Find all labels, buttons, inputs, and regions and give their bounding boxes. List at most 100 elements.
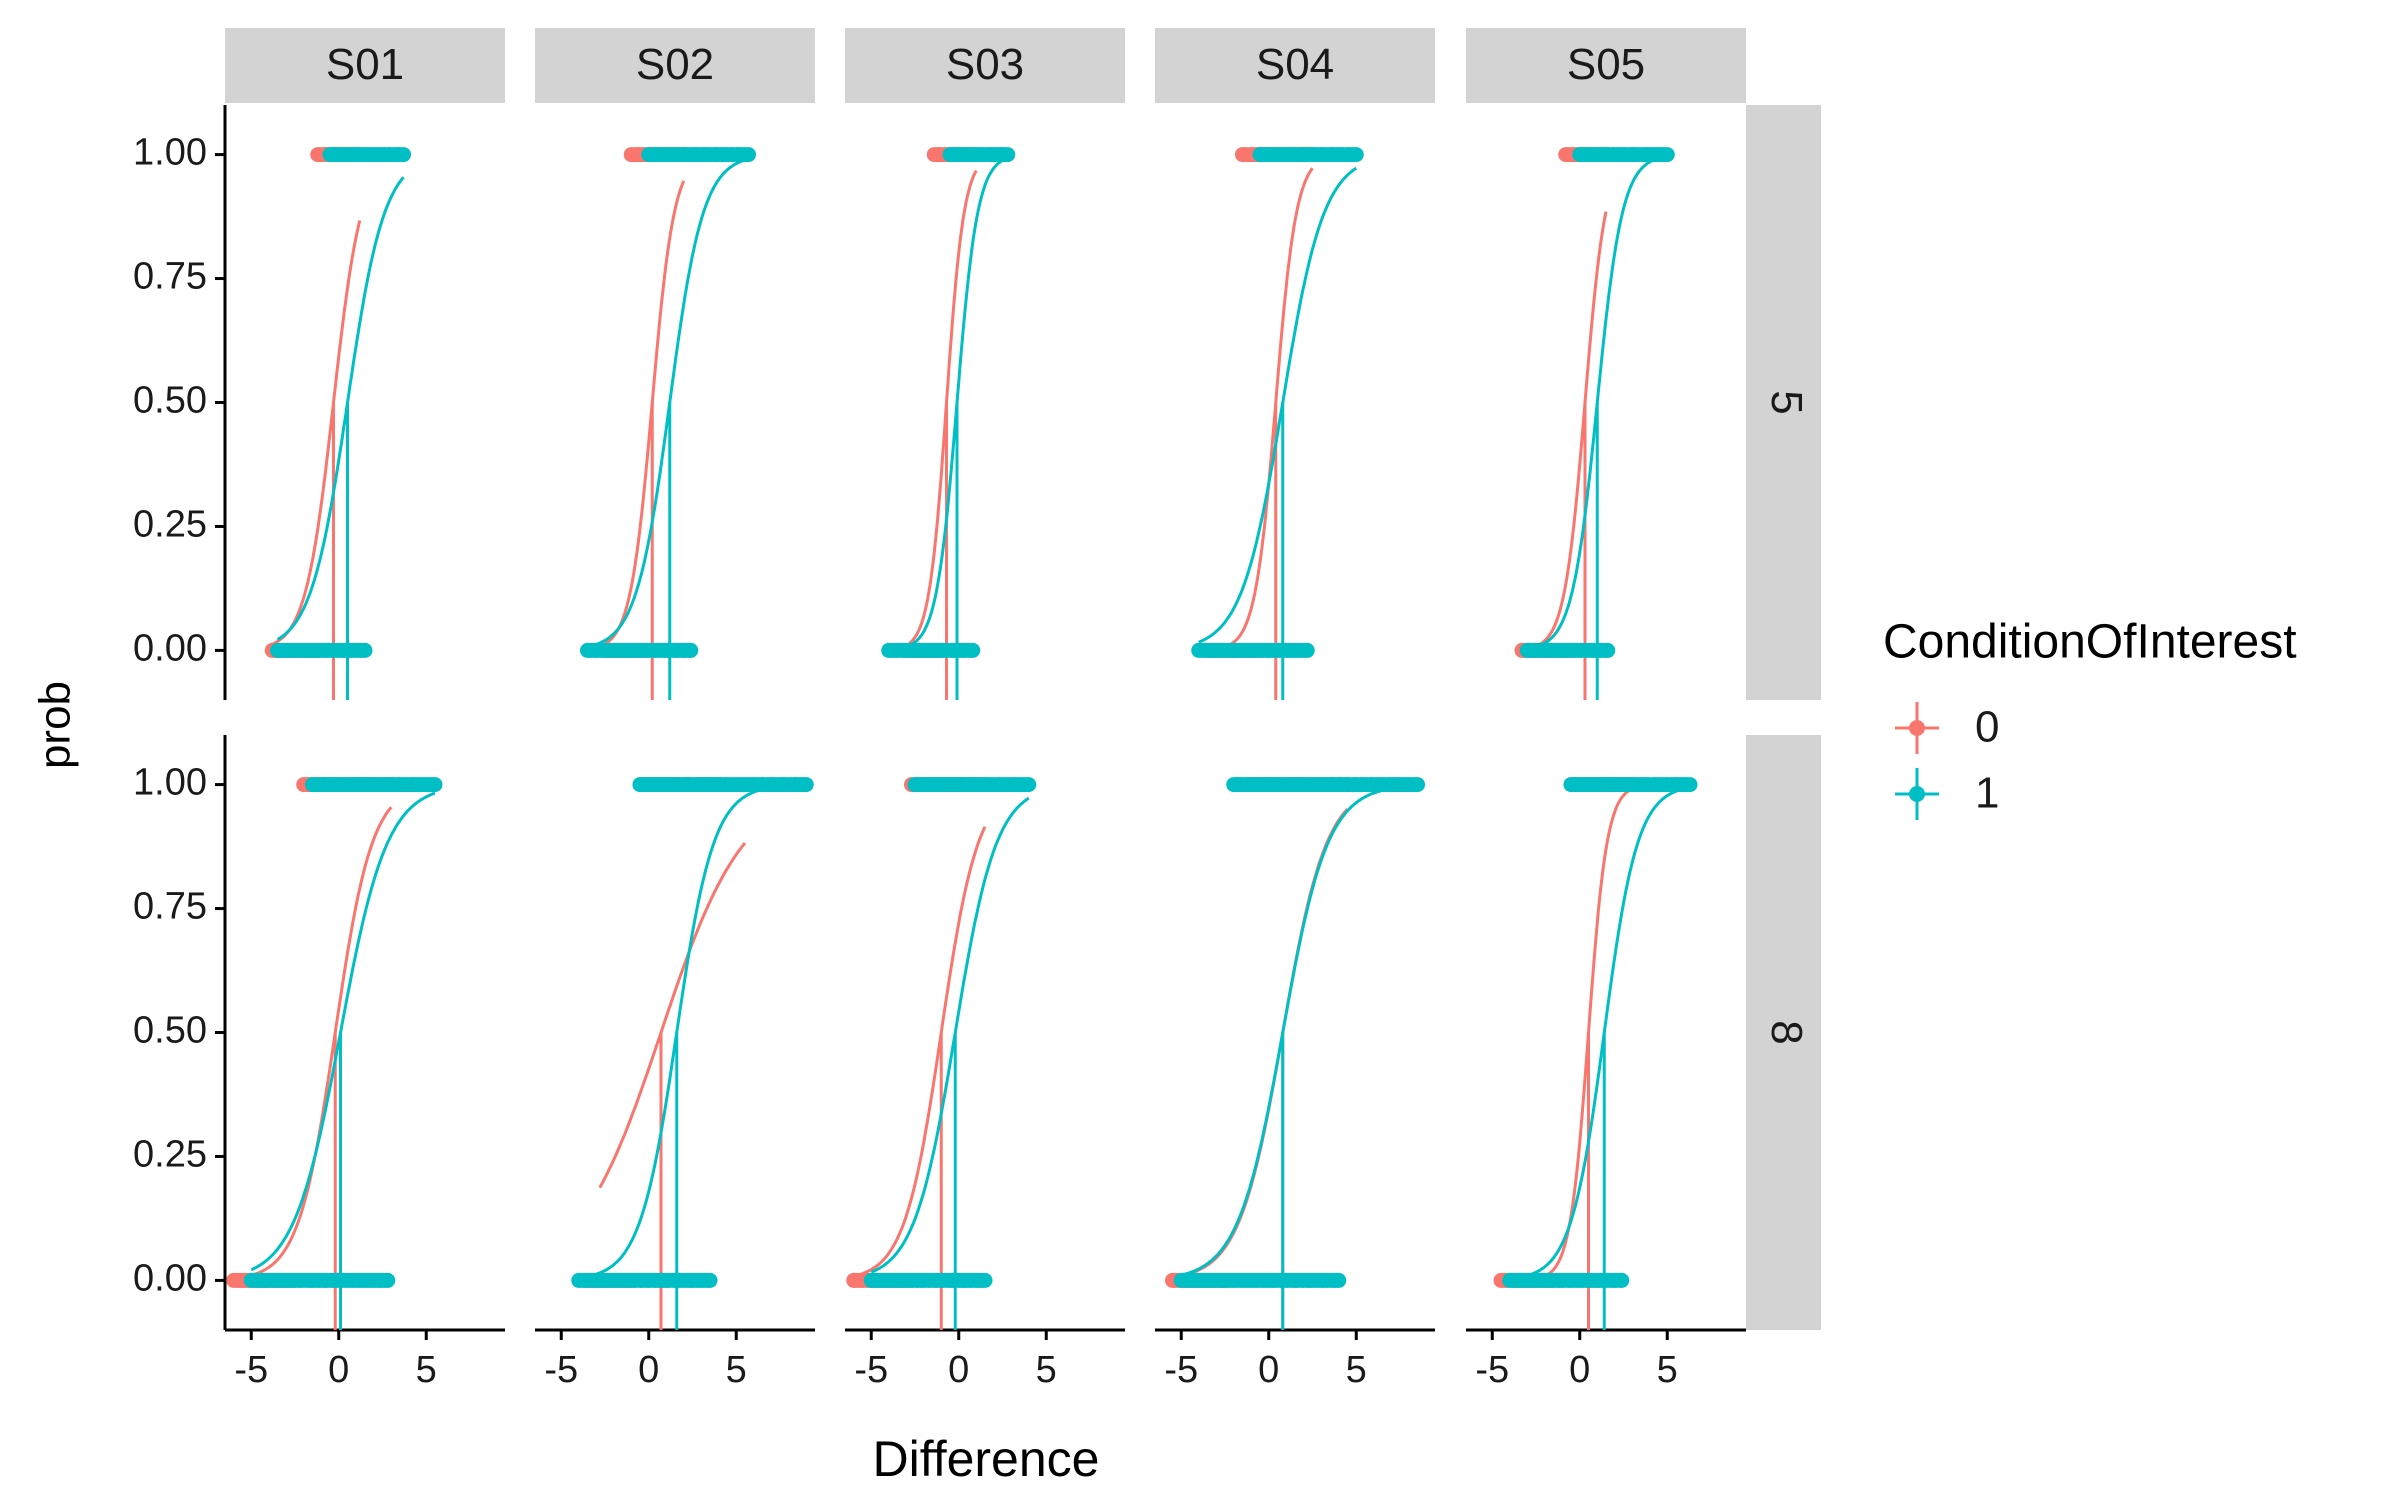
panel-8-S02: [571, 777, 814, 1330]
series-condition-0: [1165, 777, 1355, 1330]
fit-curve: [888, 156, 1009, 652]
y-axis-title: prob: [31, 681, 80, 769]
panel-5-S04: [1191, 147, 1364, 700]
x-tick-label: 0: [948, 1349, 969, 1391]
series-condition-0: [1200, 147, 1320, 700]
column-strip-label: S01: [326, 40, 404, 89]
column-strip: [225, 28, 505, 103]
fit-curve: [233, 806, 393, 1280]
legend-key-point: [1909, 720, 1925, 736]
column-strip-label: S05: [1567, 40, 1645, 89]
y-tick-label: 0.00: [133, 1257, 207, 1299]
data-point: [357, 642, 373, 658]
facet-panels: S01 S02 S03 S04 S05 5 8 0.00 0.25 0.50 0.75 1.00 0.0…: [133, 28, 1821, 1391]
series-condition-1: [580, 147, 756, 700]
x-tick-label: 5: [1346, 1349, 1367, 1391]
panel-8-S03: [846, 777, 1037, 1330]
series-condition-1: [863, 777, 1037, 1330]
panel-8-S01: [226, 777, 443, 1330]
data-point: [1299, 642, 1315, 658]
fit-curve: [578, 783, 807, 1280]
series-condition-1: [270, 147, 411, 700]
column-strip: [535, 28, 815, 103]
data-point: [683, 642, 699, 658]
series-condition-0: [264, 147, 368, 700]
y-tick-label: 0.75: [133, 886, 207, 928]
x-axis-title: Difference: [873, 1431, 1100, 1487]
x-tick-label: -5: [854, 1349, 888, 1391]
fit-curve: [905, 169, 978, 647]
row-strip-label: 5: [1762, 390, 1811, 414]
data-point: [1614, 1272, 1630, 1288]
y-tick-label: 0.25: [133, 1133, 207, 1175]
fit-curve: [1207, 167, 1314, 652]
column-strip: [845, 28, 1125, 103]
x-tick-label: 5: [416, 1349, 437, 1391]
series-condition-1: [1502, 777, 1698, 1330]
series-condition-1: [881, 147, 1016, 700]
row-strip-label: 8: [1762, 1020, 1811, 1044]
fit-curve: [1501, 787, 1634, 1282]
series-condition-0: [898, 147, 984, 700]
column-strip: [1466, 28, 1746, 103]
fit-curve: [870, 796, 1030, 1274]
fit-curve: [1172, 807, 1349, 1279]
data-point: [977, 1272, 993, 1288]
x-tick-label: 5: [1036, 1349, 1057, 1391]
panel-8-S04: [1165, 777, 1425, 1330]
x-tick-label: 5: [726, 1349, 747, 1391]
x-tick-label: -5: [234, 1349, 268, 1391]
panel-5-S03: [881, 147, 1016, 700]
fit-curve: [1509, 786, 1691, 1281]
x-tick-label: 0: [1258, 1349, 1279, 1391]
y-tick-label: 0.25: [133, 503, 207, 545]
panel-5-S02: [580, 147, 756, 700]
data-point: [396, 147, 411, 163]
y-tick-label: 0.00: [133, 627, 207, 669]
series-condition-1: [1191, 147, 1364, 700]
data-point: [1348, 147, 1364, 163]
legend-title: ConditionOfInterest: [1883, 616, 2297, 669]
series-condition-1: [1519, 147, 1675, 700]
data-point: [1331, 1272, 1347, 1288]
x-tick-label: -5: [1164, 1349, 1198, 1391]
data-point: [965, 642, 981, 658]
data-point: [380, 1272, 396, 1288]
fit-curve: [587, 157, 749, 649]
panel-8-S05: [1493, 777, 1698, 1330]
series-condition-1: [571, 777, 814, 1330]
series-condition-0: [226, 777, 399, 1330]
row-strip: [1746, 105, 1821, 700]
series-condition-1: [1173, 777, 1425, 1330]
x-tick-label: -5: [544, 1349, 578, 1391]
legend-entry-label: 1: [1975, 769, 1999, 818]
x-tick-label: 5: [1657, 1349, 1678, 1391]
column-strip-label: S03: [946, 40, 1024, 89]
x-tick-label: 0: [638, 1349, 659, 1391]
series-condition-0: [597, 147, 692, 700]
data-point: [1659, 147, 1675, 163]
fit-curve: [598, 841, 747, 1189]
column-strip: [1155, 28, 1435, 103]
series-condition-0: [580, 777, 747, 1330]
fit-curve: [1198, 166, 1358, 644]
fit-curve: [1180, 784, 1418, 1277]
y-tick-label: 1.00: [133, 762, 207, 804]
data-point: [741, 147, 756, 163]
row-strip: [1746, 735, 1821, 1330]
data-point: [1021, 777, 1037, 793]
fit-curve: [276, 176, 405, 641]
x-tick-label: 0: [1569, 1349, 1590, 1391]
series-condition-0: [846, 777, 993, 1330]
legend-keys: 01: [1895, 702, 1999, 820]
fit-curve: [604, 180, 686, 646]
y-tick-label: 0.50: [133, 1010, 207, 1052]
data-point: [427, 777, 443, 793]
y-tick-label: 1.00: [133, 132, 207, 174]
legend-entry-label: 0: [1975, 703, 1999, 752]
series-condition-0: [1493, 777, 1640, 1330]
panel-5-S01: [264, 147, 411, 700]
y-tick-label: 0.50: [133, 380, 207, 422]
data-point: [1410, 777, 1425, 793]
